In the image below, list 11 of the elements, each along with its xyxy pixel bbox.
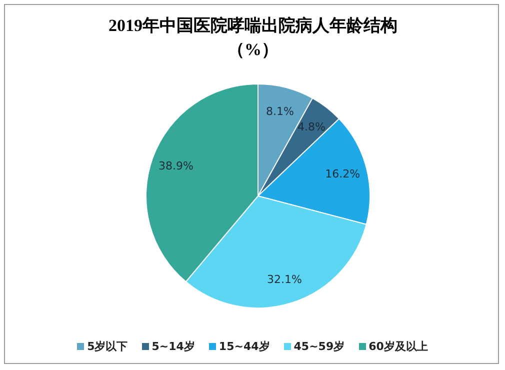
legend-label: 15~44岁 bbox=[218, 339, 270, 354]
legend-label: 60岁及以上 bbox=[368, 339, 428, 354]
data-label: 38.9% bbox=[158, 160, 194, 173]
legend-label: 5岁以下 bbox=[87, 339, 128, 354]
legend-label: 45~59岁 bbox=[294, 339, 345, 354]
data-label: 4.8% bbox=[298, 120, 326, 134]
data-label: 8.1% bbox=[266, 104, 294, 118]
legend-label: 5~14岁 bbox=[152, 339, 195, 354]
data-label: 16.2% bbox=[325, 168, 360, 181]
data-label: 32.1% bbox=[266, 272, 302, 286]
chart-title: 2019年中国医院哮喘出院病人年龄结构（%） bbox=[108, 15, 398, 61]
